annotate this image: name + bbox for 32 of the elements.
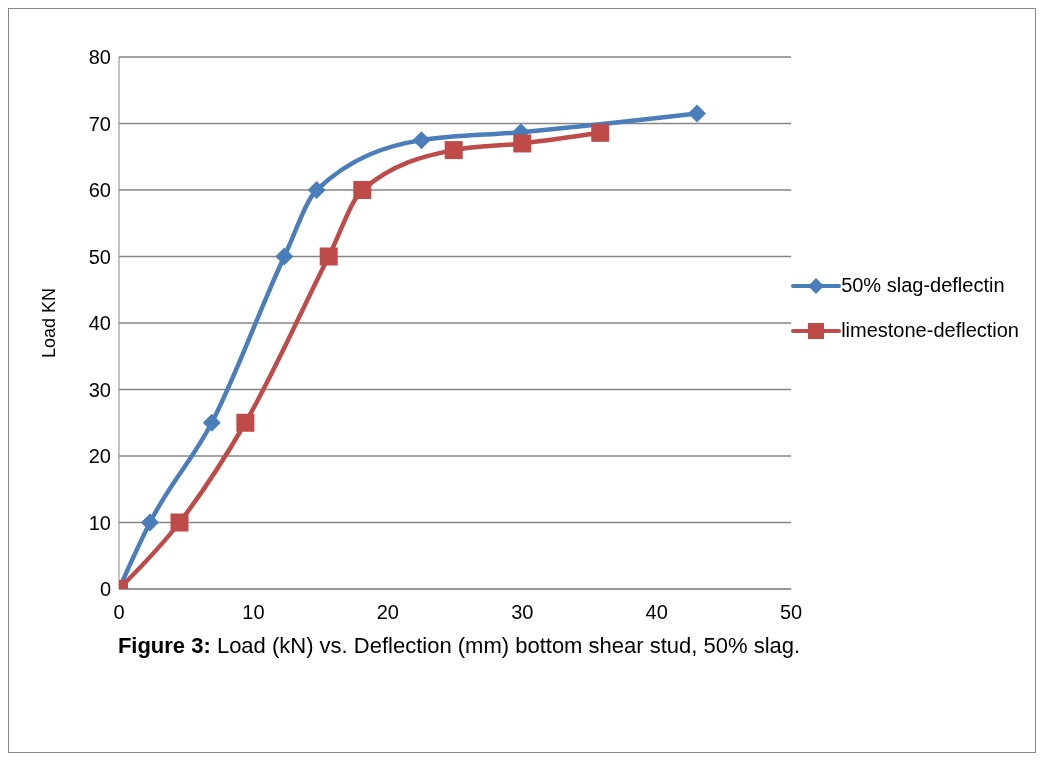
point [319, 247, 338, 266]
x-tick-label: 0 [113, 601, 125, 624]
point [170, 513, 189, 532]
point [353, 181, 372, 199]
y-tick-label: 70 [88, 112, 111, 135]
x-tick-label: 30 [511, 601, 534, 624]
point [444, 141, 463, 160]
legend-label: limestone-deflection [841, 319, 1019, 342]
point [688, 104, 707, 123]
point [591, 123, 610, 142]
y-tick-label: 50 [88, 245, 111, 268]
x-tick-label: 10 [242, 601, 265, 624]
point [412, 131, 431, 150]
point [307, 181, 326, 199]
point [140, 513, 159, 532]
x-tick-label: 40 [645, 601, 668, 624]
text: Figure 3: Load (kN) vs. Deflection (mm) bottom shear stud, 50% slag. [116, 632, 802, 660]
y-axis-title: Load KN [39, 287, 60, 359]
y-tick-label: 60 [88, 179, 111, 202]
y-tick-label: 40 [88, 312, 111, 335]
y-tick-label: 80 [88, 46, 111, 69]
point [236, 413, 255, 432]
point [275, 247, 294, 266]
y-tick-label: 20 [88, 445, 111, 468]
y-tick-label: 0 [99, 578, 111, 601]
y-tick-label: 10 [88, 511, 111, 534]
point [202, 413, 221, 432]
legend-label: 50% slag-deflectin [841, 274, 1005, 297]
x-tick-label: 50 [780, 601, 803, 624]
point [513, 134, 532, 153]
y-tick-label: 30 [88, 378, 111, 401]
x-tick-label: 20 [376, 601, 399, 624]
